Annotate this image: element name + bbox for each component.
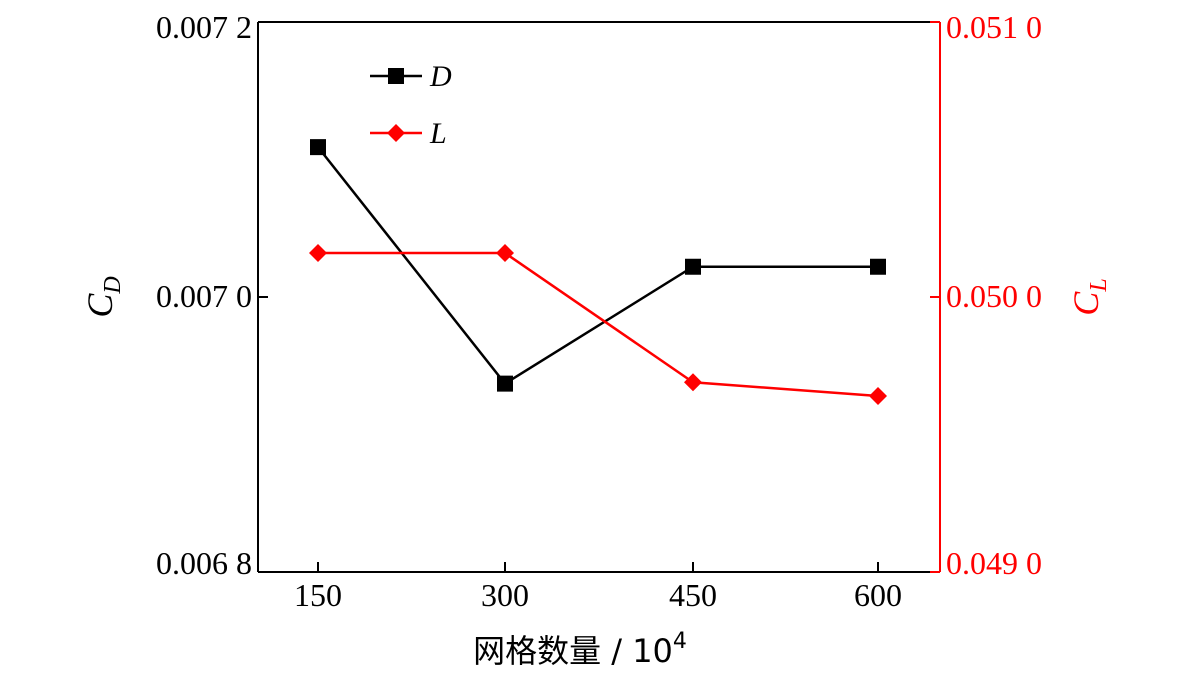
left-axis-title: CD — [80, 276, 126, 317]
right-axis-title-subscript: L — [1086, 278, 1112, 292]
x-axis-title-superscript: 4 — [673, 629, 687, 654]
left-tick-label: 0.007 0 — [156, 278, 252, 314]
data-point-L — [496, 244, 514, 262]
right-tick-label: 0.050 0 — [946, 278, 1042, 314]
series-line-L — [318, 251, 879, 398]
legend-label-D: D — [429, 60, 452, 93]
series-line-D — [317, 146, 878, 386]
data-point-D — [310, 139, 326, 156]
right-tick-label: 0.051 0 — [946, 9, 1042, 45]
x-tick-label: 300 — [481, 577, 529, 613]
data-point-D — [870, 258, 886, 275]
right-tick-label: 0.049 0 — [946, 545, 1042, 581]
data-point-D — [497, 375, 513, 392]
x-tick-label: 450 — [669, 577, 717, 613]
left-tick-label: 0.007 2 — [156, 9, 252, 45]
left-axis-title-subscript: D — [100, 276, 126, 294]
x-axis-title: 网格数量 / 104 — [473, 629, 687, 670]
legend-marker-L — [387, 124, 405, 142]
legend-marker-D — [388, 68, 404, 84]
data-point-L — [684, 373, 702, 392]
x-tick-label: 150 — [294, 577, 342, 613]
x-tick-label: 600 — [854, 577, 902, 613]
right-axis-title: CL — [1066, 278, 1112, 315]
data-point-L — [869, 387, 887, 405]
data-point-L — [309, 244, 327, 262]
data-point-D — [685, 258, 701, 275]
legend-label-L: L — [429, 117, 447, 150]
left-tick-label: 0.006 8 — [156, 545, 252, 581]
